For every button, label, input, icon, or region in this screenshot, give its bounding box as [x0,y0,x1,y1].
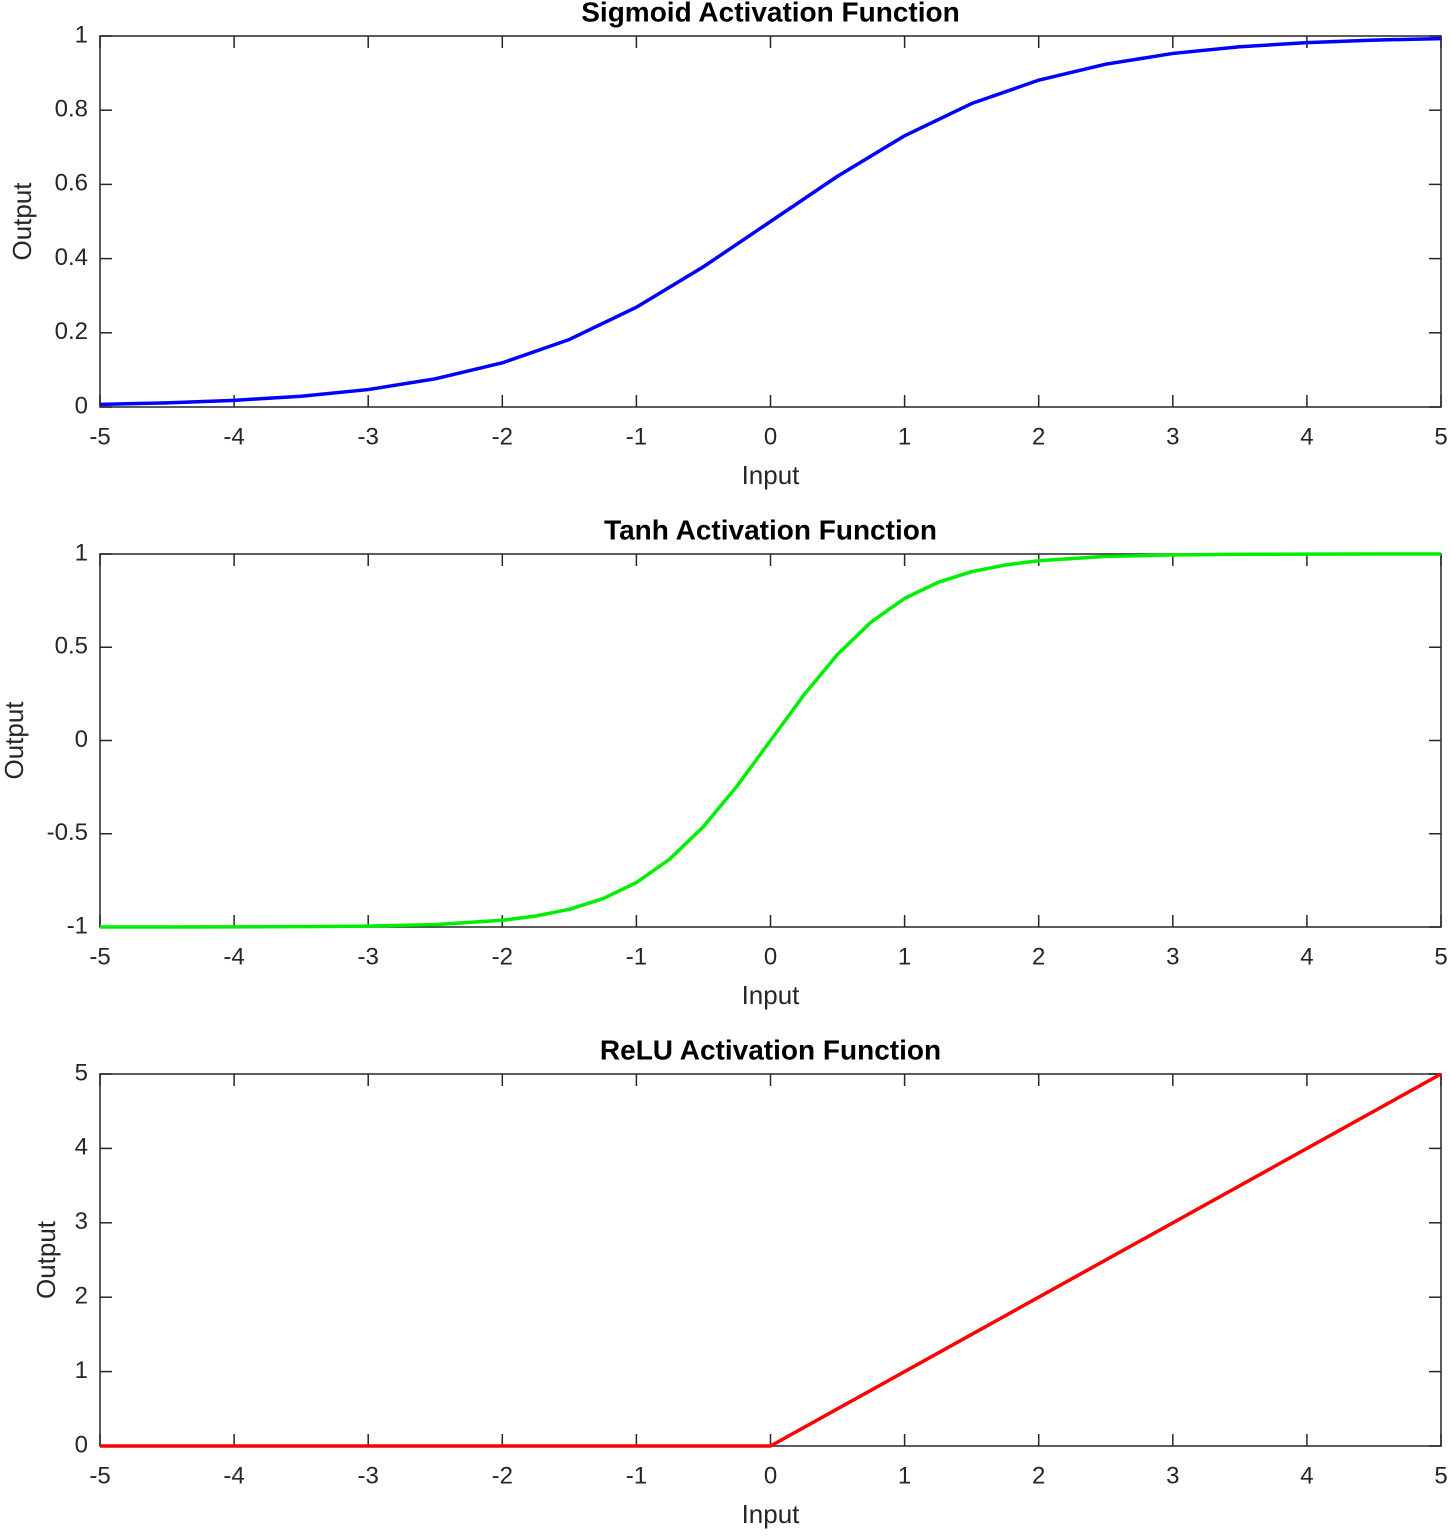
x-tick-label: -5 [89,943,110,970]
x-tick-label: -5 [89,423,110,450]
x-tick-label: 1 [898,1462,911,1489]
x-tick-label: 1 [898,943,911,970]
y-tick-label: -0.5 [47,819,88,846]
x-tick-label: -1 [626,943,647,970]
y-tick-label: 0.8 [55,96,88,123]
x-tick-label: 0 [764,943,777,970]
x-tick-label: -4 [223,1462,244,1489]
x-axis-label: Input [742,1499,801,1529]
x-tick-label: 3 [1166,1462,1179,1489]
x-tick-label: -3 [358,1462,379,1489]
x-tick-label: 4 [1300,1462,1313,1489]
x-tick-label: -1 [626,1462,647,1489]
x-tick-label: -3 [358,943,379,970]
chart-title: ReLU Activation Function [600,1034,941,1065]
plot-area [99,1073,1442,1447]
x-tick-label: -4 [223,943,244,970]
x-tick-label: 0 [764,423,777,450]
chart-title: Sigmoid Activation Function [581,0,960,27]
x-tick-label: -2 [492,423,513,450]
y-tick-label: 4 [75,1134,88,1161]
y-tick-label: 0.2 [55,318,88,345]
y-tick-label: 0 [75,1431,88,1458]
y-tick-label: 0.4 [55,244,88,271]
x-tick-label: 4 [1300,943,1313,970]
y-tick-label: 1 [75,1357,88,1384]
line-series [100,552,1441,929]
x-tick-label: -5 [89,1462,110,1489]
x-tick-label: 5 [1434,1462,1447,1489]
chart-title: Tanh Activation Function [604,514,937,545]
x-tick-label: -4 [223,423,244,450]
y-tick-label: 1 [75,21,88,48]
y-tick-label: -1 [67,912,88,939]
x-tick-label: 2 [1032,423,1045,450]
y-tick-label: 0.5 [55,633,88,660]
line-series [99,36,1442,407]
x-tick-label: 3 [1166,423,1179,450]
x-tick-label: -2 [492,943,513,970]
y-tick-label: 2 [75,1283,88,1310]
x-axis-label: Input [742,980,801,1010]
y-tick-label: 0 [75,392,88,419]
y-axis-label: Output [31,1220,61,1299]
y-tick-label: 0 [75,726,88,753]
x-tick-label: -1 [626,423,647,450]
x-tick-label: 3 [1166,943,1179,970]
x-tick-label: 1 [898,423,911,450]
x-tick-label: 2 [1032,1462,1045,1489]
x-tick-label: -3 [358,423,379,450]
x-tick-label: 0 [764,1462,777,1489]
y-axis-label: Output [7,182,37,261]
x-tick-label: 5 [1434,423,1447,450]
line-series [100,1072,1442,1448]
y-tick-label: 1 [75,539,88,566]
x-tick-label: 5 [1434,943,1447,970]
y-tick-label: 3 [75,1208,88,1235]
x-tick-label: 4 [1300,423,1313,450]
y-tick-label: 5 [75,1059,88,1086]
y-tick-label: 0.6 [55,170,88,197]
x-tick-label: 2 [1032,943,1045,970]
y-axis-label: Output [0,701,29,780]
x-axis-label: Input [742,460,801,490]
x-tick-label: -2 [492,1462,513,1489]
